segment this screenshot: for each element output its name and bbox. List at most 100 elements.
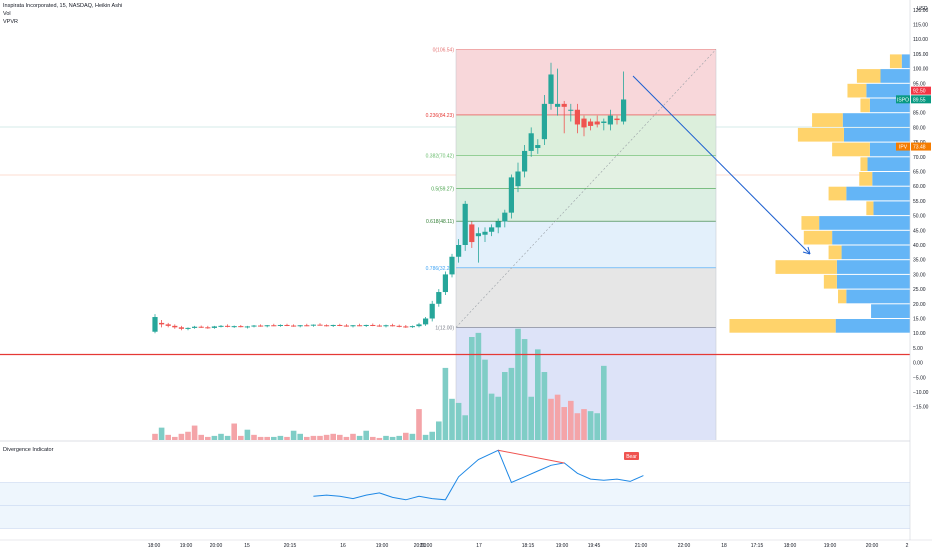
- candle-body: [304, 325, 310, 327]
- vpvr-up-bar: [819, 216, 910, 230]
- volume-bar: [284, 436, 290, 440]
- volume-bar: [521, 339, 528, 440]
- time-label: 17: [476, 543, 482, 549]
- candle-body: [218, 325, 224, 327]
- candle-body: [178, 327, 184, 329]
- candle-body: [350, 325, 356, 327]
- candle-body: [495, 221, 501, 228]
- price-tick: −10.00: [913, 390, 929, 396]
- volume-bar: [449, 398, 455, 440]
- fib-trend-line: [455, 49, 717, 328]
- vpvr-label[interactable]: VPVR: [3, 19, 18, 25]
- price-tick: 35.00: [913, 258, 926, 264]
- vpvr-up-bar: [867, 157, 910, 171]
- volume-bar: [568, 400, 574, 440]
- candle-body: [555, 103, 561, 107]
- candle-body: [528, 133, 534, 151]
- price-tick: 30.00: [913, 272, 926, 278]
- vpvr-down-bar: [828, 186, 847, 201]
- price-tick: 40.00: [913, 243, 926, 249]
- volume-bar: [541, 372, 548, 440]
- candle-body: [159, 322, 165, 325]
- vpvr-up-bar: [866, 83, 910, 98]
- price-tick: 10.00: [913, 331, 926, 337]
- vpvr-up-bar: [872, 172, 910, 186]
- candle-body: [205, 327, 211, 329]
- candle-body: [436, 292, 442, 304]
- trend-arrow-line: [632, 75, 811, 255]
- vpvr-up-bar: [843, 127, 910, 142]
- candle-body: [548, 74, 554, 104]
- price-tick: 65.00: [913, 170, 926, 176]
- candle-body: [317, 324, 323, 326]
- volume-bar: [152, 433, 158, 440]
- volume-bar: [231, 423, 237, 440]
- volume-bar: [462, 415, 468, 440]
- bearish-divergence-line: [498, 449, 565, 464]
- candle-body: [489, 227, 495, 232]
- price-tick: 70.00: [913, 155, 926, 161]
- volume-bar: [172, 436, 178, 440]
- vpvr-down-bar: [860, 98, 870, 113]
- candle-body: [211, 326, 217, 328]
- vpvr-down-bar: [729, 319, 836, 333]
- vpvr-up-bar: [836, 274, 910, 289]
- price-tick: −15.00: [913, 405, 929, 411]
- volume-bar: [191, 425, 198, 440]
- volume-bar: [238, 435, 244, 440]
- volume-bar: [218, 433, 224, 440]
- volume-bar: [389, 436, 396, 440]
- fib-zone: [456, 155, 716, 189]
- volume-bar: [323, 434, 330, 440]
- bear-badge: [624, 452, 639, 460]
- vpvr-down-bar: [856, 69, 881, 83]
- price-tick: −5.00: [913, 375, 926, 381]
- price-tick: 20.00: [913, 302, 926, 308]
- candle-body: [502, 212, 508, 222]
- candle-body: [621, 99, 627, 122]
- candle-body: [456, 245, 462, 257]
- price-badge: [911, 95, 931, 104]
- volume-label[interactable]: Vol: [3, 11, 11, 17]
- time-label: 17:15: [751, 543, 764, 549]
- volume-bar: [165, 434, 171, 440]
- price-tick: 85.00: [913, 111, 926, 117]
- candle-body: [383, 325, 389, 327]
- price-badge-label-bg: [896, 142, 910, 151]
- candle-body: [462, 203, 468, 245]
- drawings[interactable]: [632, 75, 811, 255]
- vpvr-down-bar: [860, 157, 868, 171]
- candle-body: [297, 325, 303, 327]
- vpvr-down-bar: [889, 54, 902, 69]
- volume-bar: [581, 409, 587, 440]
- vpvr-up-bar: [846, 186, 910, 201]
- fib-zone: [456, 221, 716, 268]
- volume-bar: [198, 434, 204, 440]
- candle-body: [357, 325, 363, 327]
- price-axis[interactable]: USD120.00115.00110.00105.00100.0095.0090…: [896, 0, 932, 540]
- volume-bar: [304, 436, 310, 440]
- volume-bar: [482, 359, 488, 440]
- volume-bar: [554, 394, 561, 440]
- candle-body: [165, 324, 171, 326]
- vpvr-down-bar: [866, 201, 874, 216]
- vpvr-up-bar: [871, 304, 910, 318]
- vpvr-down-bar: [828, 245, 842, 260]
- chart-title: Inspirata Incorporated, 15, NASDAQ, Heik…: [3, 3, 123, 9]
- vpvr-up-bar: [832, 230, 910, 245]
- price-tick: 120.00: [913, 8, 929, 14]
- candle-body: [475, 233, 481, 237]
- volume-bar: [502, 372, 508, 440]
- vpvr-down-bar: [838, 289, 847, 304]
- price-badge-label: IPV: [899, 145, 908, 151]
- vpvr-down-bar: [803, 230, 833, 245]
- time-label: 18:00: [148, 543, 161, 549]
- candle-body: [390, 325, 396, 327]
- candle-body: [231, 326, 237, 328]
- volume-bar: [317, 435, 323, 440]
- time-label: 19:45: [588, 543, 601, 549]
- candle-body: [376, 325, 382, 327]
- volume-bar: [370, 436, 376, 440]
